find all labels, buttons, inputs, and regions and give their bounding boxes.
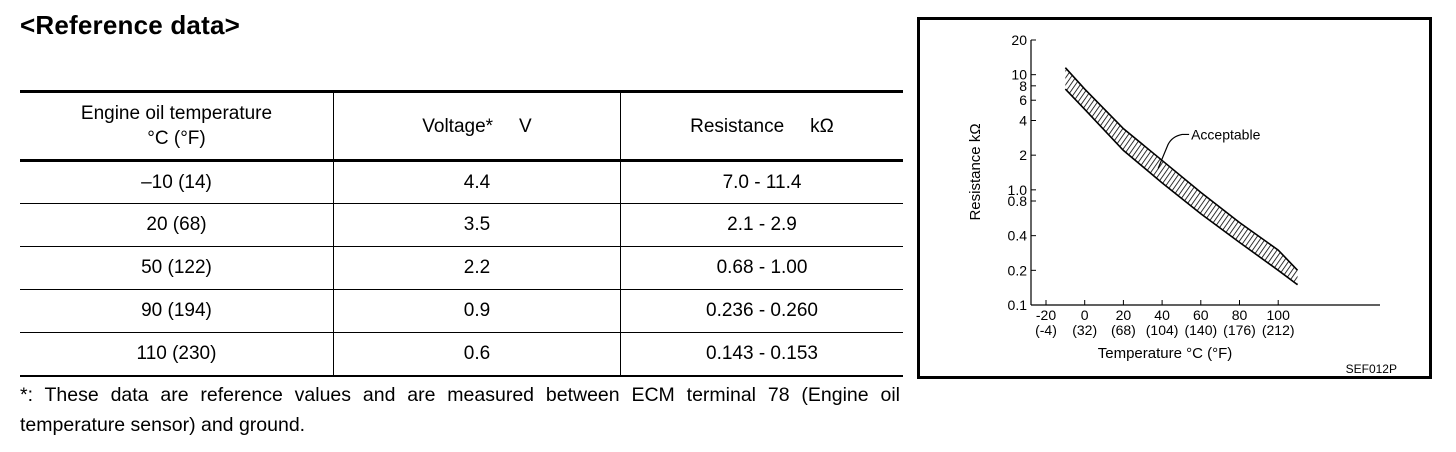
x-tick-label-f: (32) bbox=[1072, 322, 1097, 338]
figure-code: SEF012P bbox=[1346, 362, 1397, 376]
header-temperature-line1: Engine oil temperature bbox=[80, 103, 273, 124]
acceptable-band bbox=[1065, 67, 1298, 285]
y-tick-label: 6 bbox=[1019, 92, 1027, 108]
y-tick-label: 0.2 bbox=[1008, 262, 1028, 278]
header-temperature: Engine oil temperature °C (°F) bbox=[20, 91, 334, 161]
cell-resistance: 2.1 - 2.9 bbox=[727, 214, 797, 235]
cell-resistance: 0.236 - 0.260 bbox=[706, 300, 818, 321]
table-row: 110 (230) 0.6 0.143 - 0.153 bbox=[20, 332, 903, 376]
cell-temperature: 20 (68) bbox=[20, 203, 334, 247]
band-upper-line bbox=[1064, 67, 1299, 271]
x-tick-label-f: (68) bbox=[1111, 322, 1136, 338]
table-header-row: Engine oil temperature °C (°F) Voltage* V… bbox=[20, 91, 904, 161]
cell-voltage: 3.5 bbox=[333, 203, 621, 247]
x-tick-label-f: (104) bbox=[1146, 322, 1179, 338]
band-lower-line bbox=[1064, 88, 1299, 286]
annotation-acceptable: Acceptable bbox=[1191, 126, 1260, 142]
x-tick-label-c: 100 bbox=[1267, 307, 1291, 323]
header-resistance: Resistance kΩ bbox=[621, 92, 904, 161]
resistance-chart-figure: 20 10 8 6 4 2 1.0 0.8 0.4 0.2 0.1 -20 (-4) 0 (32) 20 (68… bbox=[917, 17, 1432, 379]
header-resistance-label: Resistance bbox=[690, 115, 785, 137]
y-tick-label: 0.8 bbox=[1008, 193, 1028, 209]
header-voltage-unit: V bbox=[519, 115, 532, 137]
y-tick-label: 8 bbox=[1019, 78, 1027, 94]
cell-resistance: 7.0 - 11.4 bbox=[722, 171, 802, 193]
y-tick-label: 20 bbox=[1011, 32, 1027, 48]
x-tick-label-c: 60 bbox=[1193, 307, 1209, 323]
cell-resistance: 0.143 - 0.153 bbox=[706, 342, 818, 364]
cell-voltage: 0.6 bbox=[333, 332, 621, 376]
header-temperature-line2: °C (°F) bbox=[147, 128, 206, 149]
y-tick-label: 10 bbox=[1011, 67, 1027, 83]
x-tick-label-c: 40 bbox=[1154, 307, 1170, 323]
cell-temperature: 50 (122) bbox=[20, 246, 334, 290]
cell-temperature: 110 (230) bbox=[20, 332, 334, 376]
header-voltage: Voltage* V bbox=[333, 91, 621, 161]
x-tick-label-c: -20 bbox=[1036, 307, 1056, 323]
x-tick-label-c: 20 bbox=[1116, 307, 1132, 323]
cell-resistance: 0.68 - 1.00 bbox=[716, 257, 808, 278]
cell-voltage: 2.2 bbox=[333, 246, 621, 290]
header-voltage-label: Voltage* bbox=[422, 115, 494, 137]
y-axis-title: Resistance kΩ bbox=[967, 123, 984, 220]
x-tick-label-f: (176) bbox=[1223, 322, 1256, 338]
section-heading: <Reference data> bbox=[20, 10, 240, 40]
y-tick-label: 4 bbox=[1019, 112, 1027, 128]
x-tick-label-f: (212) bbox=[1262, 322, 1295, 338]
annotation-leader bbox=[1157, 133, 1190, 169]
cell-voltage: 0.9 bbox=[333, 289, 621, 333]
header-resistance-unit: kΩ bbox=[810, 115, 834, 137]
table-row: 90 (194) 0.9 0.236 - 0.260 bbox=[20, 289, 903, 333]
resistance-chart: 201086421.00.80.40.20.1-20(-4)0(32)20(68… bbox=[967, 32, 1397, 376]
table-row: 50 (122) 2.2 0.68 - 1.00 bbox=[20, 246, 903, 290]
x-tick-label-f: (140) bbox=[1184, 322, 1217, 338]
y-tick-label: 2 bbox=[1019, 147, 1027, 163]
y-tick-label: 0.4 bbox=[1008, 228, 1028, 244]
reference-table: Engine oil temperature °C (°F) Voltage* V… bbox=[20, 90, 903, 377]
cell-temperature: 90 (194) bbox=[20, 289, 334, 333]
table-row: 20 (68) 3.5 2.1 - 2.9 bbox=[20, 203, 903, 247]
x-tick-label-c: 80 bbox=[1232, 307, 1248, 323]
x-tick-label-f: (-4) bbox=[1035, 322, 1057, 338]
y-tick-label: 0.1 bbox=[1008, 297, 1028, 313]
footnote: *: These data are reference values and a… bbox=[20, 384, 900, 436]
cell-voltage: 4.4 bbox=[333, 160, 621, 204]
cell-temperature: –10 (14) bbox=[20, 160, 334, 204]
x-tick-label-c: 0 bbox=[1081, 307, 1089, 323]
y-tick-label: 1.0 bbox=[1008, 182, 1028, 198]
table-row: –10 (14) 4.4 7.0 - 11.4 bbox=[20, 160, 903, 204]
x-axis-title: Temperature °C (°F) bbox=[1098, 345, 1233, 362]
